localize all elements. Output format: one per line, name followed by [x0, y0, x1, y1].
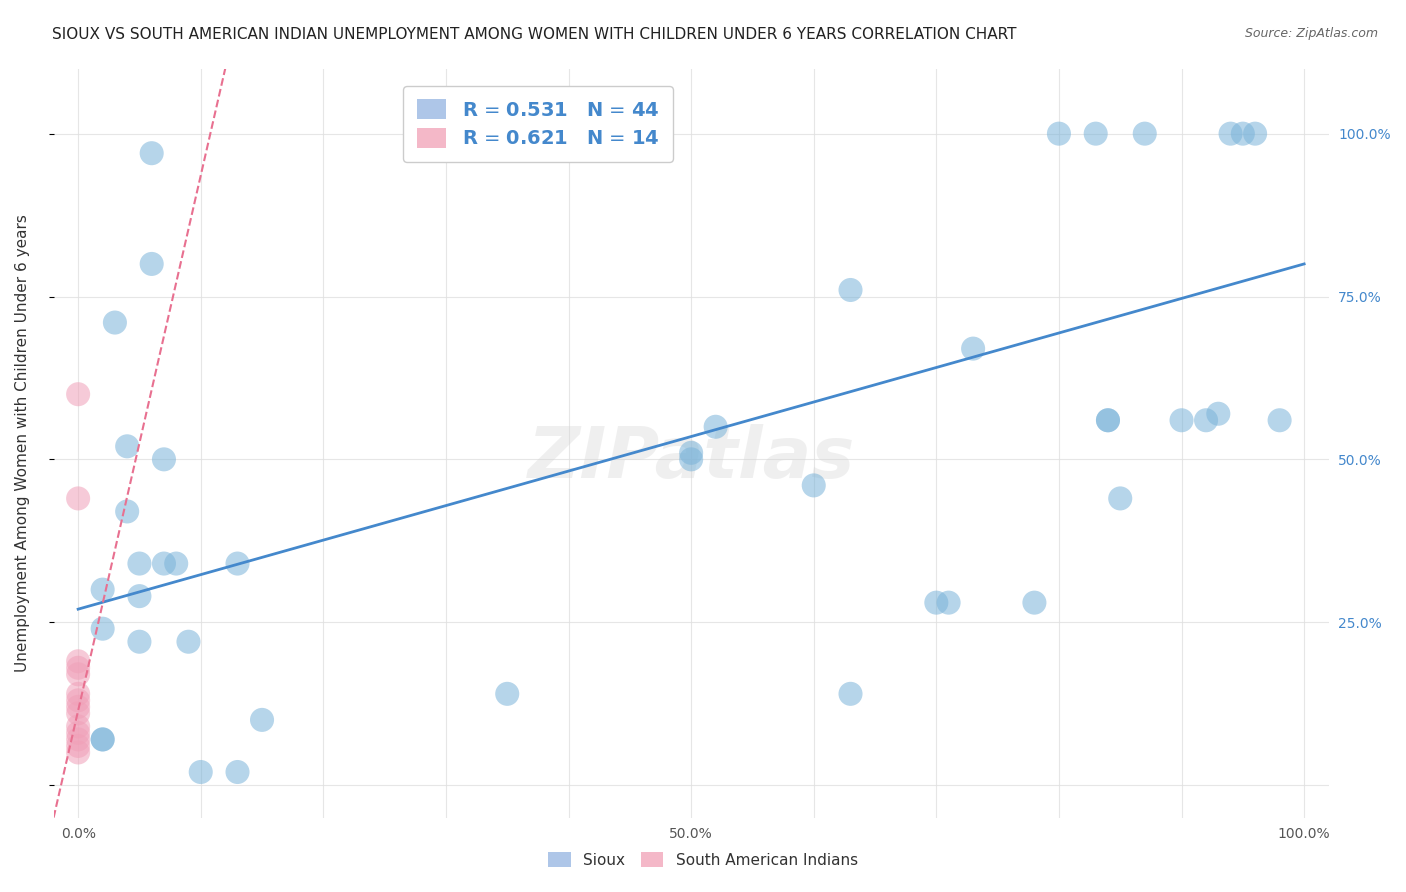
Point: [1097, 413, 1119, 427]
Point: [1024, 596, 1046, 610]
Point: [1097, 413, 1119, 427]
Point: [153, 452, 176, 467]
Point: [190, 764, 212, 779]
Point: [67, 719, 90, 733]
Point: [1208, 407, 1230, 421]
Point: [1232, 127, 1254, 141]
Point: [803, 478, 825, 492]
Point: [67, 661, 90, 675]
Point: [67, 687, 90, 701]
Point: [1170, 413, 1192, 427]
Text: ZIPatlas: ZIPatlas: [527, 424, 855, 492]
Point: [67, 693, 90, 707]
Point: [704, 419, 727, 434]
Point: [153, 557, 176, 571]
Point: [67, 739, 90, 753]
Point: [91, 732, 114, 747]
Point: [839, 283, 862, 297]
Point: [91, 622, 114, 636]
Point: [1133, 127, 1156, 141]
Point: [839, 687, 862, 701]
Point: [104, 316, 127, 330]
Point: [115, 439, 138, 453]
Legend: Sioux, South American Indians: Sioux, South American Indians: [540, 844, 866, 875]
Point: [938, 596, 960, 610]
Point: [67, 726, 90, 740]
Point: [91, 582, 114, 597]
Point: [67, 732, 90, 747]
Point: [67, 491, 90, 506]
Point: [226, 557, 249, 571]
Text: SIOUX VS SOUTH AMERICAN INDIAN UNEMPLOYMENT AMONG WOMEN WITH CHILDREN UNDER 6 YE: SIOUX VS SOUTH AMERICAN INDIAN UNEMPLOYM…: [52, 27, 1017, 42]
Point: [115, 504, 138, 518]
Point: [1219, 127, 1241, 141]
Point: [1195, 413, 1218, 427]
Point: [128, 589, 150, 603]
Point: [165, 557, 187, 571]
Point: [91, 732, 114, 747]
Point: [962, 342, 984, 356]
Point: [1244, 127, 1267, 141]
Point: [67, 746, 90, 760]
Legend: $\mathbf{R}$ = $\mathbf{0.531}$   $\mathbf{N}$ = $\mathbf{44}$, $\mathbf{R}$ = $: $\mathbf{R}$ = $\mathbf{0.531}$ $\mathbf…: [404, 86, 673, 161]
Point: [1084, 127, 1107, 141]
Point: [177, 634, 200, 648]
Point: [1109, 491, 1132, 506]
Point: [496, 687, 519, 701]
Point: [67, 654, 90, 668]
Point: [681, 446, 703, 460]
Point: [141, 257, 163, 271]
Point: [141, 146, 163, 161]
Point: [67, 387, 90, 401]
Point: [67, 706, 90, 721]
Text: Source: ZipAtlas.com: Source: ZipAtlas.com: [1244, 27, 1378, 40]
Point: [128, 634, 150, 648]
Point: [226, 764, 249, 779]
Point: [1047, 127, 1070, 141]
Point: [250, 713, 273, 727]
Point: [925, 596, 948, 610]
Point: [681, 452, 703, 467]
Point: [1268, 413, 1291, 427]
Point: [128, 557, 150, 571]
Y-axis label: Unemployment Among Women with Children Under 6 years: Unemployment Among Women with Children U…: [15, 214, 30, 672]
Point: [67, 699, 90, 714]
Point: [67, 667, 90, 681]
